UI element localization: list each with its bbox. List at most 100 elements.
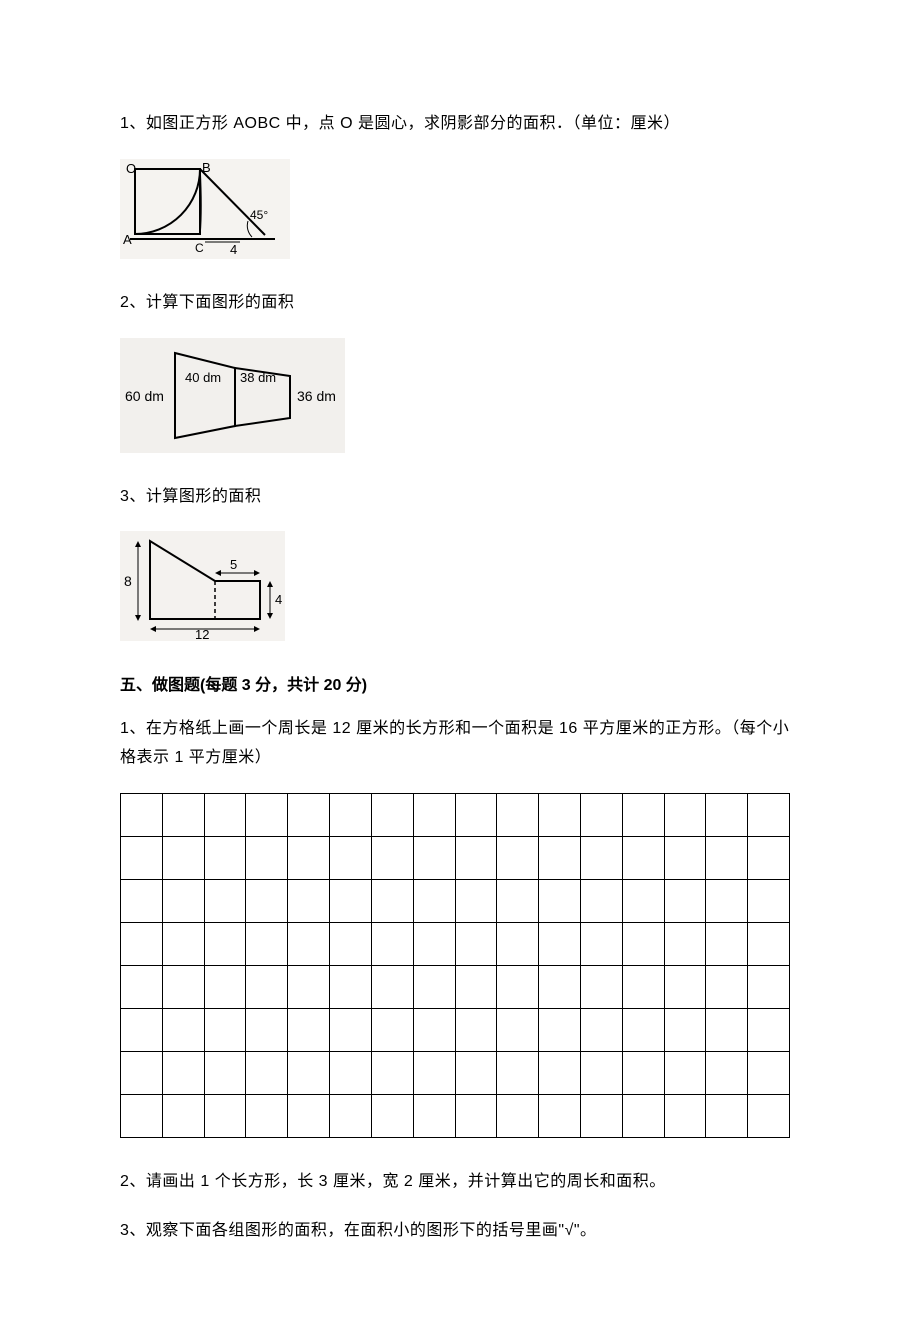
grid-cell: [246, 836, 288, 879]
grid-cell: [121, 1008, 163, 1051]
grid-cell: [539, 1008, 581, 1051]
s5-question-1: 1、在方格纸上画一个周长是 12 厘米的长方形和一个面积是 16 平方厘米的正方…: [120, 715, 800, 773]
grid-cell: [455, 793, 497, 836]
grid-cell: [539, 879, 581, 922]
grid-cell: [371, 1094, 413, 1137]
grid-cell: [622, 965, 664, 1008]
grid-cell: [455, 965, 497, 1008]
grid-cell: [455, 922, 497, 965]
grid-cell: [664, 922, 706, 965]
grid-cell: [539, 836, 581, 879]
grid-cell: [204, 836, 246, 879]
grid-cell: [664, 879, 706, 922]
grid-cell: [497, 922, 539, 965]
grid-cell: [622, 793, 664, 836]
grid-cell: [580, 1008, 622, 1051]
grid-cell: [330, 793, 372, 836]
grid-cell: [664, 793, 706, 836]
figure-2: 60 dm 40 dm 38 dm 36 dm: [120, 338, 800, 458]
grid-cell: [455, 1094, 497, 1137]
grid-cell: [748, 1008, 790, 1051]
grid-cell: [204, 922, 246, 965]
grid-cell: [162, 1008, 204, 1051]
grid-paper: [120, 793, 790, 1138]
grid-cell: [121, 836, 163, 879]
grid-cell: [539, 1094, 581, 1137]
grid-cell: [246, 922, 288, 965]
grid-cell: [580, 922, 622, 965]
grid-cell: [748, 793, 790, 836]
grid-cell: [162, 836, 204, 879]
grid-cell: [288, 793, 330, 836]
grid-cell: [121, 1051, 163, 1094]
grid-cell: [162, 922, 204, 965]
grid-cell: [330, 1051, 372, 1094]
grid-cell: [288, 879, 330, 922]
grid-cell: [413, 1008, 455, 1051]
figure-3: 8 5 4 12: [120, 531, 800, 646]
grid-cell: [204, 1008, 246, 1051]
grid-cell: [288, 922, 330, 965]
grid-cell: [371, 793, 413, 836]
grid-cell: [748, 1094, 790, 1137]
grid-cell: [330, 1008, 372, 1051]
svg-text:36 dm: 36 dm: [297, 388, 336, 404]
grid-cell: [580, 965, 622, 1008]
grid-cell: [246, 793, 288, 836]
svg-text:4: 4: [275, 592, 282, 607]
svg-text:A: A: [123, 232, 132, 247]
grid-cell: [497, 836, 539, 879]
grid-cell: [622, 1008, 664, 1051]
grid-cell: [330, 965, 372, 1008]
svg-text:5: 5: [230, 557, 237, 572]
figure-1-svg: O B A C 45° 4: [120, 159, 290, 259]
svg-text:O: O: [126, 161, 136, 176]
grid-cell: [413, 965, 455, 1008]
svg-text:12: 12: [195, 627, 209, 641]
figure-2-svg: 60 dm 40 dm 38 dm 36 dm: [120, 338, 345, 453]
grid-cell: [748, 965, 790, 1008]
grid-cell: [580, 836, 622, 879]
svg-text:60 dm: 60 dm: [125, 388, 164, 404]
grid-cell: [664, 1094, 706, 1137]
grid-cell: [706, 1051, 748, 1094]
grid-cell: [706, 1094, 748, 1137]
grid-cell: [622, 922, 664, 965]
section-5-heading: 五、做图题(每题 3 分，共计 20 分): [120, 671, 800, 695]
grid-cell: [121, 922, 163, 965]
svg-text:40 dm: 40 dm: [185, 370, 221, 385]
grid-cell: [748, 922, 790, 965]
grid-cell: [580, 1051, 622, 1094]
grid-cell: [204, 879, 246, 922]
svg-text:C: C: [195, 241, 204, 255]
grid-cell: [288, 1008, 330, 1051]
grid-cell: [580, 793, 622, 836]
question-2: 2、计算下面图形的面积: [120, 289, 800, 318]
grid-cell: [622, 836, 664, 879]
grid-cell: [413, 793, 455, 836]
grid-cell: [413, 879, 455, 922]
grid-cell: [246, 1008, 288, 1051]
grid-cell: [121, 793, 163, 836]
grid-cell: [497, 1008, 539, 1051]
grid-cell: [539, 965, 581, 1008]
grid-cell: [246, 1051, 288, 1094]
grid-cell: [622, 879, 664, 922]
grid-cell: [539, 1051, 581, 1094]
grid-cell: [121, 879, 163, 922]
grid-cell: [539, 922, 581, 965]
grid-cell: [121, 965, 163, 1008]
grid-cell: [204, 965, 246, 1008]
grid-cell: [246, 879, 288, 922]
figure-3-svg: 8 5 4 12: [120, 531, 285, 641]
grid-cell: [748, 1051, 790, 1094]
svg-text:38 dm: 38 dm: [240, 370, 276, 385]
grid-cell: [455, 836, 497, 879]
grid-cell: [455, 1008, 497, 1051]
grid-cell: [497, 879, 539, 922]
grid-cell: [371, 1008, 413, 1051]
grid-cell: [288, 965, 330, 1008]
svg-text:45°: 45°: [250, 208, 268, 222]
grid-cell: [497, 965, 539, 1008]
grid-cell: [330, 879, 372, 922]
